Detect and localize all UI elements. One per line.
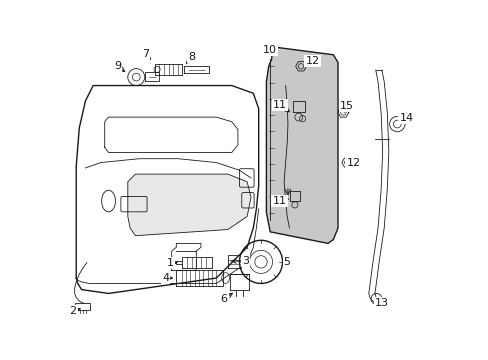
Text: 11: 11 [273,100,289,112]
Text: 5: 5 [283,257,291,267]
Text: 15: 15 [340,101,353,112]
Text: 13: 13 [374,298,388,309]
Polygon shape [127,174,250,236]
Polygon shape [266,47,337,243]
Text: 10: 10 [263,45,277,55]
Text: 4: 4 [162,273,172,283]
Text: 14: 14 [399,113,413,124]
Text: 3: 3 [231,256,248,266]
Text: 7: 7 [142,49,150,59]
Text: 6: 6 [220,293,232,304]
Text: 8: 8 [186,52,195,63]
Text: 2: 2 [69,306,80,316]
Text: 11: 11 [272,196,288,206]
Text: 12: 12 [305,56,319,66]
Text: 9: 9 [114,61,124,72]
Text: 12: 12 [346,158,360,167]
Text: 1: 1 [166,258,177,267]
